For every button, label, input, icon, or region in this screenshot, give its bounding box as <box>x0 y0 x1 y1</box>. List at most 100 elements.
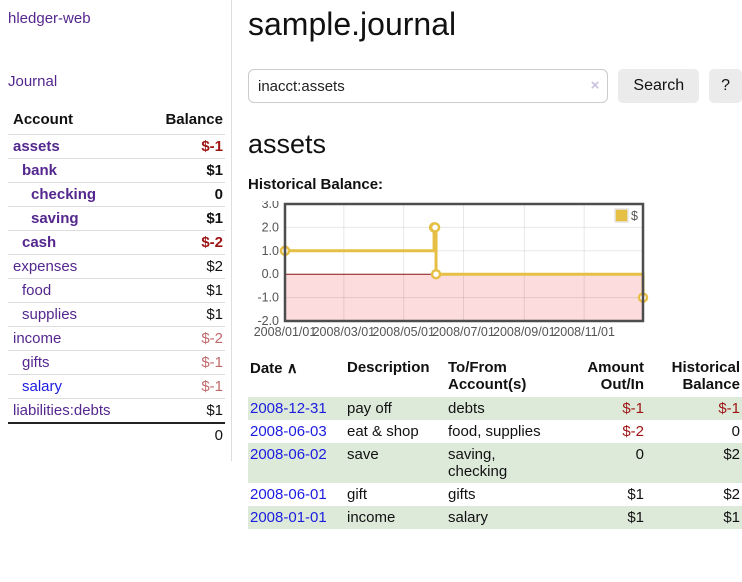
account-balance: $2 <box>142 254 225 279</box>
transaction-date-link[interactable]: 2008-06-02 <box>250 446 327 463</box>
account-balance: $-1 <box>142 374 225 399</box>
register-table: Date ∧ Description To/From Account(s) Am… <box>248 357 742 529</box>
svg-text:1.0: 1.0 <box>262 244 279 258</box>
sidebar-account-link[interactable]: food <box>22 282 52 299</box>
account-row: assets $-1 <box>8 134 225 159</box>
app-title-link[interactable]: hledger-web <box>8 10 91 27</box>
transaction-accounts: gifts <box>448 486 476 503</box>
search-input[interactable] <box>248 69 609 103</box>
account-row: expenses $2 <box>8 254 225 279</box>
help-button[interactable]: ? <box>709 69 742 103</box>
sidebar-account-link[interactable]: income <box>13 330 62 347</box>
account-row: salary $-1 <box>8 374 225 399</box>
account-row: food $1 <box>8 278 225 303</box>
sidebar-account-link[interactable]: assets <box>13 138 60 155</box>
sidebar-account-link[interactable]: salary <box>22 378 63 395</box>
main-content: sample.journal × Search ? assets Histori… <box>232 0 742 529</box>
svg-text:2008/03/01: 2008/03/01 <box>313 325 376 339</box>
sidebar-account-link[interactable]: liabilities:debts <box>13 402 111 419</box>
transaction-amount: $1 <box>627 486 644 503</box>
transaction-date-link[interactable]: 2008-06-03 <box>250 423 327 440</box>
svg-text:-2.0: -2.0 <box>257 314 279 328</box>
svg-text:0.0: 0.0 <box>262 267 279 281</box>
account-row: cash $-2 <box>8 230 225 255</box>
register-row: 2008-06-03 eat & shop food, supplies $-2 0 <box>248 420 742 443</box>
sort-asc-icon: ∧ <box>286 360 298 377</box>
svg-text:2008/07/01: 2008/07/01 <box>432 325 495 339</box>
search-button[interactable]: Search <box>618 69 700 103</box>
register-row: 2008-06-01 gift gifts $1 $2 <box>248 483 742 506</box>
account-row: gifts $-1 <box>8 350 225 375</box>
sidebar-account-link[interactable]: checking <box>31 186 97 203</box>
sidebar-account-link[interactable]: gifts <box>22 354 50 371</box>
transaction-description: eat & shop <box>347 423 419 440</box>
account-balance: $-1 <box>142 350 225 375</box>
register-row: 2008-06-02 save saving, checking 0 $2 <box>248 443 742 483</box>
transaction-amount: $1 <box>627 509 644 526</box>
accounts-column-header: To/From Account(s) <box>448 359 527 393</box>
svg-text:-1.0: -1.0 <box>257 291 279 305</box>
date-column-header[interactable]: Date ∧ <box>250 360 298 377</box>
sidebar-account-link[interactable]: supplies <box>22 306 78 323</box>
transaction-accounts: debts <box>448 400 485 417</box>
account-balance: $1 <box>142 278 225 303</box>
clear-search-icon[interactable]: × <box>590 77 600 94</box>
balance-column-header: Balance <box>165 111 223 128</box>
transaction-description: income <box>347 509 396 526</box>
account-balance: $1 <box>142 302 225 327</box>
svg-text:2008/01/01: 2008/01/01 <box>254 325 317 339</box>
transaction-date-link[interactable]: 2008-06-01 <box>250 486 327 503</box>
account-row: bank $1 <box>8 158 225 183</box>
transaction-balance: $2 <box>723 446 740 463</box>
amount-column-header: Amount Out/In <box>587 359 644 393</box>
sidebar-account-link[interactable]: bank <box>22 162 58 179</box>
transaction-amount: 0 <box>635 446 644 463</box>
transaction-balance: $1 <box>723 509 740 526</box>
total-balance: 0 <box>142 422 225 447</box>
account-balance: $-1 <box>142 134 225 159</box>
svg-text:2008/11/01: 2008/11/01 <box>553 325 615 339</box>
transaction-accounts: food, supplies <box>448 423 541 440</box>
sidebar-account-link[interactable]: saving <box>31 210 79 227</box>
account-balance: 0 <box>142 182 225 207</box>
account-row: supplies $1 <box>8 302 225 327</box>
chart-svg: 3.0 2.0 1.0 0.0 -1.0 -2.02008/01/012008/03/01… <box>254 197 649 339</box>
transaction-amount: $-2 <box>622 423 644 440</box>
search-bar: × Search ? <box>248 69 742 103</box>
search-input-wrapper: × <box>248 69 609 103</box>
account-row: liabilities:debts $1 <box>8 398 225 423</box>
sidebar-account-link[interactable]: cash <box>22 234 57 251</box>
account-balance: $1 <box>142 206 225 231</box>
account-balance: $-2 <box>142 326 225 351</box>
transaction-balance: $2 <box>723 486 740 503</box>
historical-balance-chart: 3.0 2.0 1.0 0.0 -1.0 -2.0 2008/01/01 2008/03/01… <box>248 197 742 341</box>
transaction-description: save <box>347 446 379 463</box>
account-row: income $-2 <box>8 326 225 351</box>
page: hledger-web Journal Account Balance asse… <box>8 0 742 529</box>
transaction-description: gift <box>347 486 368 503</box>
svg-text:$: $ <box>631 209 638 223</box>
transaction-date-link[interactable]: 2008-12-31 <box>250 400 327 417</box>
transaction-balance: $-1 <box>718 400 740 417</box>
page-title: sample.journal <box>248 6 457 42</box>
account-balance-table: Account Balance assets $-1 bank $1 checking 0… <box>8 108 225 447</box>
chart-label: Historical Balance: <box>248 176 384 193</box>
transaction-amount: $-1 <box>622 400 644 417</box>
account-column-header: Account <box>13 111 73 128</box>
register-row: 2008-12-31 pay off debts $-1 $-1 <box>248 397 742 420</box>
transaction-date-link[interactable]: 2008-01-01 <box>250 509 327 526</box>
account-heading: assets <box>248 129 327 159</box>
transaction-accounts: salary <box>448 509 489 526</box>
transaction-accounts: saving, checking <box>448 446 508 480</box>
account-balance: $-2 <box>142 230 225 255</box>
transaction-balance: 0 <box>731 423 740 440</box>
transaction-description: pay off <box>347 400 392 417</box>
sidebar-account-link[interactable]: expenses <box>13 258 78 275</box>
account-balance: $1 <box>142 398 225 423</box>
account-row: checking 0 <box>8 182 225 207</box>
sidebar-item-journal[interactable]: Journal <box>8 73 58 90</box>
svg-text:2008/05/01: 2008/05/01 <box>372 325 435 339</box>
svg-text:2008/09/01: 2008/09/01 <box>493 325 556 339</box>
balance-column-header-register: Historical Balance <box>671 359 740 393</box>
register-row: 2008-01-01 income salary $1 $1 <box>248 506 742 529</box>
